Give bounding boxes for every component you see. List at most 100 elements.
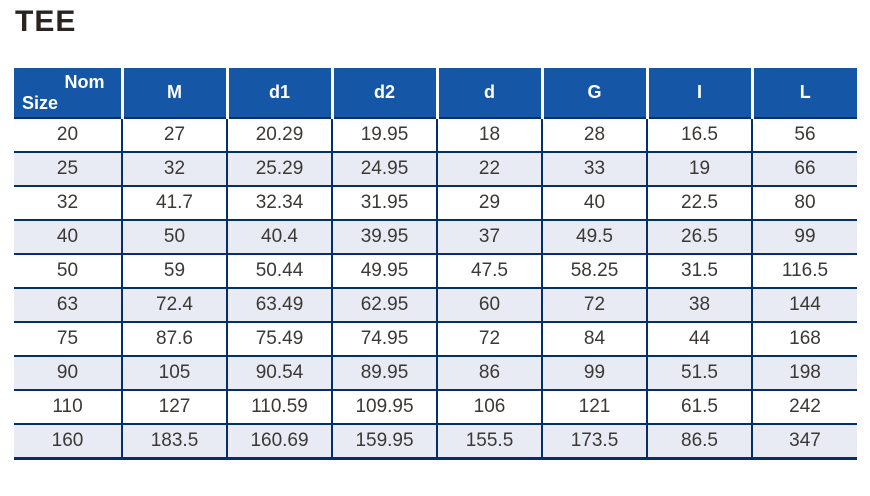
table-cell: 84 <box>542 322 648 357</box>
table-cell: 47.5 <box>437 254 543 289</box>
table-body: 20 27 20.29 19.95 18 28 16.5 56 25 32 25.29 24.95 22… <box>14 118 857 460</box>
table-cell: 49.95 <box>332 254 438 289</box>
column-header-g: G <box>542 68 649 119</box>
table-cell: 29 <box>437 186 543 221</box>
table-cell: 75 <box>14 322 123 357</box>
table-cell: 110 <box>14 390 123 425</box>
table-cell: 20.29 <box>227 118 333 153</box>
table-row: 90 105 90.54 89.95 86 99 51.5 198 <box>14 356 857 391</box>
table-cell: 80 <box>752 186 857 221</box>
table-cell: 99 <box>542 356 648 391</box>
table-cell: 110.59 <box>227 390 333 425</box>
nom-size-label: Nom Size <box>22 71 105 113</box>
table-cell: 58.25 <box>542 254 648 289</box>
table-row: 50 59 50.44 49.95 47.5 58.25 31.5 116.5 <box>14 254 857 289</box>
table-cell: 19 <box>647 152 753 187</box>
table-cell: 63 <box>14 288 123 323</box>
table-cell: 39.95 <box>332 220 438 255</box>
table-cell: 347 <box>752 424 857 460</box>
table-cell: 59 <box>122 254 228 289</box>
table-cell: 22 <box>437 152 543 187</box>
table-cell: 32 <box>14 186 123 221</box>
column-header-i: I <box>647 68 754 119</box>
table-cell: 173.5 <box>542 424 648 460</box>
table-cell: 37 <box>437 220 543 255</box>
tee-dimensions-table: Nom Size M d1 d2 d G I L 20 27 20.29 19.95 1… <box>14 68 857 460</box>
table-cell: 90 <box>14 356 123 391</box>
table-cell: 41.7 <box>122 186 228 221</box>
column-header-d2: d2 <box>332 68 439 119</box>
table-cell: 144 <box>752 288 857 323</box>
table-cell: 86 <box>437 356 543 391</box>
table-cell: 74.95 <box>332 322 438 357</box>
table-cell: 75.49 <box>227 322 333 357</box>
page-title: TEE <box>15 5 77 38</box>
table-row: 20 27 20.29 19.95 18 28 16.5 56 <box>14 118 857 153</box>
table-cell: 121 <box>542 390 648 425</box>
table-cell: 32 <box>122 152 228 187</box>
table-row: 75 87.6 75.49 74.95 72 84 44 168 <box>14 322 857 357</box>
table-cell: 72.4 <box>122 288 228 323</box>
table-cell: 160.69 <box>227 424 333 460</box>
table-row: 40 50 40.4 39.95 37 49.5 26.5 99 <box>14 220 857 255</box>
table-cell: 27 <box>122 118 228 153</box>
table-cell: 160 <box>14 424 123 460</box>
table-cell: 44 <box>647 322 753 357</box>
table-cell: 32.34 <box>227 186 333 221</box>
table-cell: 20 <box>14 118 123 153</box>
header-row: Nom Size M d1 d2 d G I L <box>14 68 857 119</box>
table-cell: 66 <box>752 152 857 187</box>
table-cell: 31.95 <box>332 186 438 221</box>
table-cell: 16.5 <box>647 118 753 153</box>
table-cell: 116.5 <box>752 254 857 289</box>
table-cell: 61.5 <box>647 390 753 425</box>
table-cell: 242 <box>752 390 857 425</box>
table-cell: 19.95 <box>332 118 438 153</box>
table-cell: 49.5 <box>542 220 648 255</box>
table-cell: 109.95 <box>332 390 438 425</box>
table-row: 63 72.4 63.49 62.95 60 72 38 144 <box>14 288 857 323</box>
table-cell: 60 <box>437 288 543 323</box>
table-cell: 155.5 <box>437 424 543 460</box>
table-cell: 33 <box>542 152 648 187</box>
table-cell: 22.5 <box>647 186 753 221</box>
table-cell: 62.95 <box>332 288 438 323</box>
column-header-d: d <box>437 68 544 119</box>
table-cell: 40.4 <box>227 220 333 255</box>
table-cell: 50 <box>14 254 123 289</box>
table-cell: 25.29 <box>227 152 333 187</box>
table-cell: 86.5 <box>647 424 753 460</box>
table-cell: 51.5 <box>647 356 753 391</box>
table-row: 25 32 25.29 24.95 22 33 19 66 <box>14 152 857 187</box>
table-cell: 63.49 <box>227 288 333 323</box>
table-cell: 40 <box>14 220 123 255</box>
table-cell: 89.95 <box>332 356 438 391</box>
table-cell: 50.44 <box>227 254 333 289</box>
table-cell: 31.5 <box>647 254 753 289</box>
table-cell: 25 <box>14 152 123 187</box>
table-cell: 168 <box>752 322 857 357</box>
table-cell: 72 <box>542 288 648 323</box>
table-cell: 38 <box>647 288 753 323</box>
table-row: 32 41.7 32.34 31.95 29 40 22.5 80 <box>14 186 857 221</box>
column-header-d1: d1 <box>227 68 334 119</box>
table-cell: 26.5 <box>647 220 753 255</box>
column-header-l: L <box>752 68 857 119</box>
table-cell: 106 <box>437 390 543 425</box>
table-cell: 198 <box>752 356 857 391</box>
table-cell: 24.95 <box>332 152 438 187</box>
table-cell: 105 <box>122 356 228 391</box>
table-cell: 72 <box>437 322 543 357</box>
table-cell: 90.54 <box>227 356 333 391</box>
table-row: 110 127 110.59 109.95 106 121 61.5 242 <box>14 390 857 425</box>
column-header-nom-size: Nom Size <box>14 68 124 119</box>
table-cell: 18 <box>437 118 543 153</box>
table-cell: 127 <box>122 390 228 425</box>
table-cell: 40 <box>542 186 648 221</box>
table-cell: 183.5 <box>122 424 228 460</box>
table-row: 160 183.5 160.69 159.95 155.5 173.5 86.5 347 <box>14 424 857 460</box>
table-cell: 50 <box>122 220 228 255</box>
table-cell: 56 <box>752 118 857 153</box>
table-cell: 87.6 <box>122 322 228 357</box>
